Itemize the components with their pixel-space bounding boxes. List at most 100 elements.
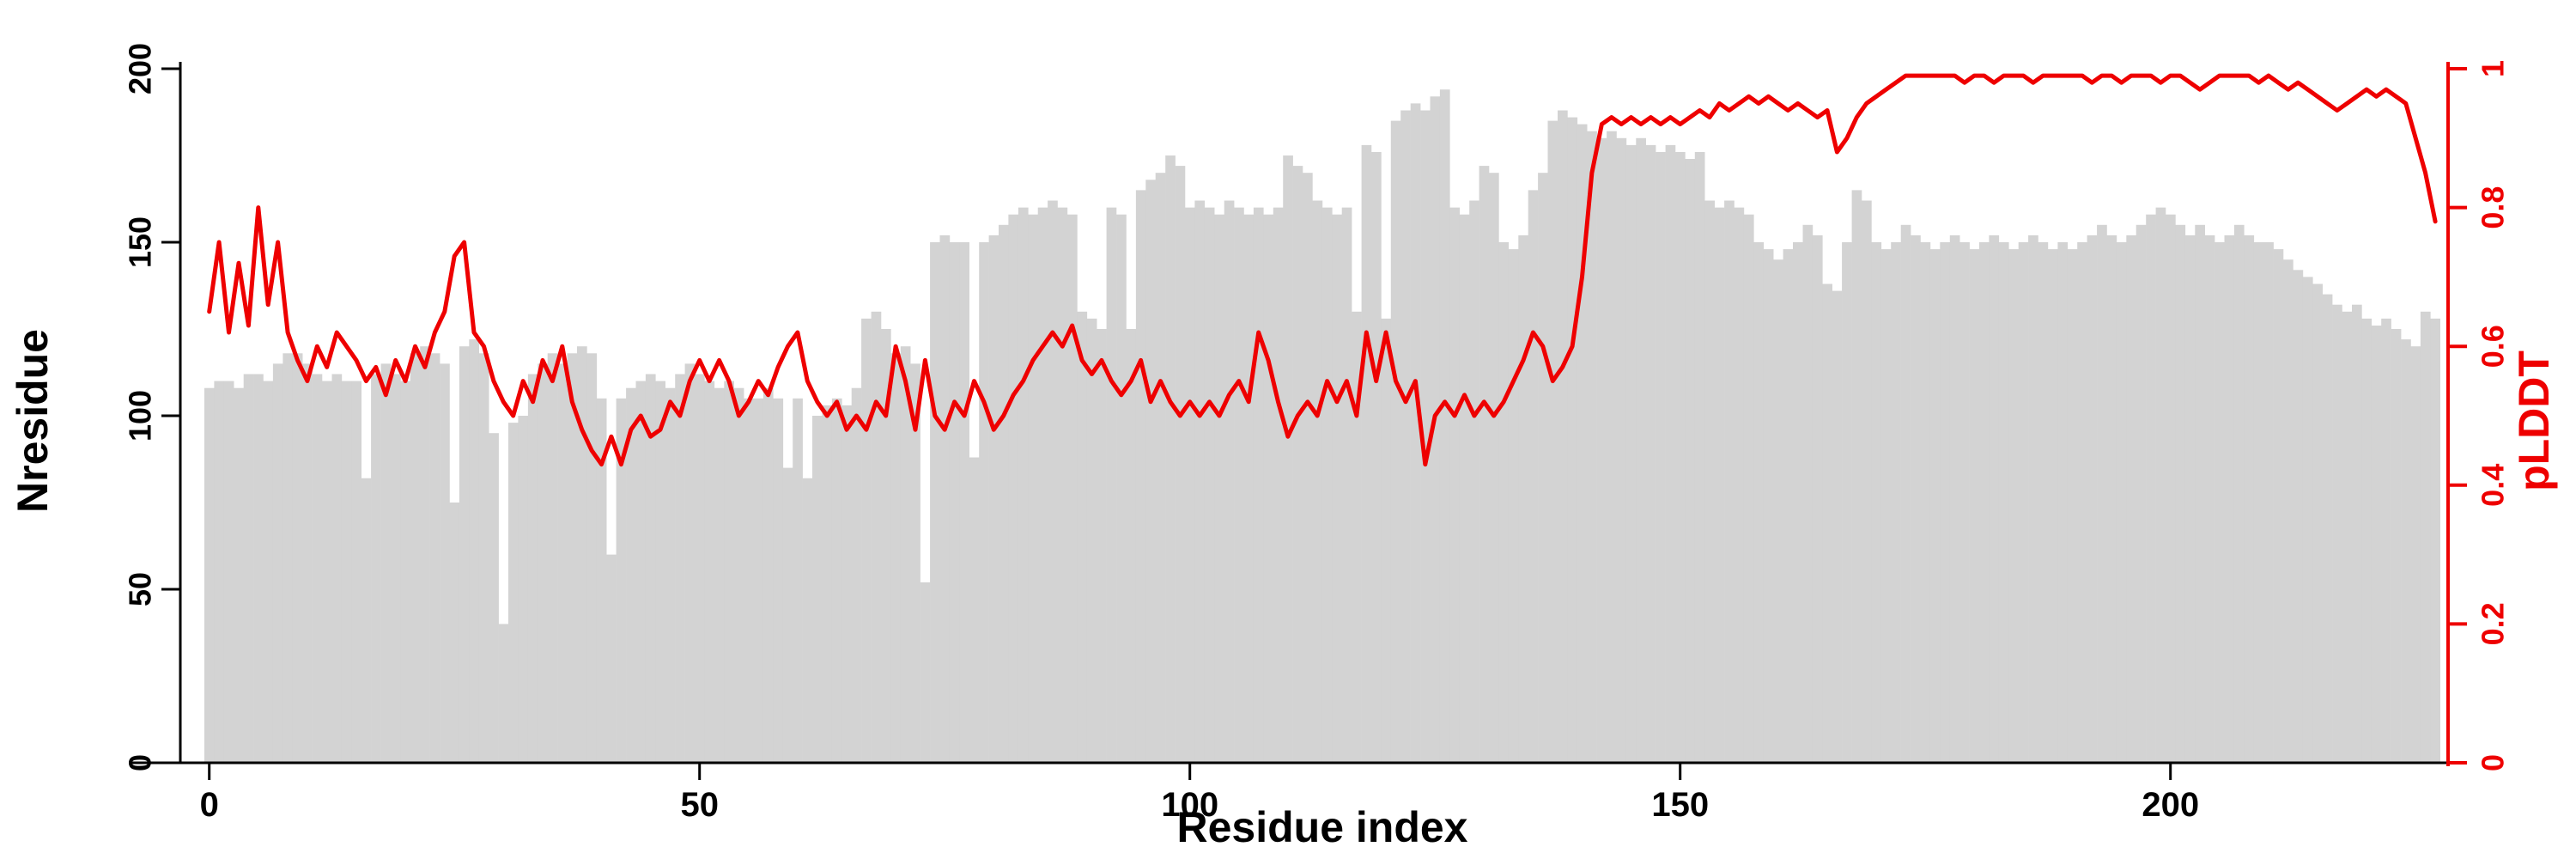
- bar: [410, 353, 421, 763]
- bar: [861, 318, 872, 763]
- bar: [1645, 144, 1656, 763]
- bar: [420, 346, 430, 763]
- x-axis-title: Residue index: [1177, 803, 1468, 851]
- bar: [684, 363, 696, 763]
- bar: [1596, 137, 1607, 764]
- bar: [626, 387, 636, 763]
- bar: [1577, 124, 1588, 764]
- bar: [1057, 207, 1068, 764]
- bar: [1185, 207, 1195, 764]
- bar: [851, 387, 862, 763]
- bar: [1116, 214, 1127, 763]
- bar: [999, 224, 1009, 763]
- bar: [1361, 144, 1372, 763]
- y-axis-right: 0 0.2 0.4 0.6 0.8 1: [2446, 60, 2511, 771]
- bar: [1753, 242, 1765, 763]
- bar: [527, 374, 538, 763]
- bar: [1292, 166, 1303, 764]
- bar: [204, 387, 215, 763]
- bar: [2136, 224, 2147, 763]
- bar: [1743, 214, 1754, 763]
- bar: [1165, 155, 1176, 763]
- bar: [1900, 224, 1911, 763]
- bar: [2273, 249, 2284, 764]
- y-right-tick-label: 0: [2476, 754, 2511, 771]
- bar: [1390, 120, 1401, 764]
- bar: [1724, 200, 1735, 763]
- x-tick-label: 50: [680, 786, 719, 824]
- bar: [822, 405, 833, 763]
- bar: [1891, 242, 1901, 763]
- bar: [2430, 318, 2440, 763]
- bar: [1998, 242, 2009, 763]
- bar: [665, 387, 676, 763]
- plddt-line: [207, 73, 2438, 467]
- x-tick-label: 150: [1651, 786, 1709, 824]
- bar: [910, 363, 920, 763]
- bar: [2361, 318, 2372, 763]
- bar: [2352, 304, 2362, 763]
- bar: [1567, 117, 1578, 764]
- bar: [223, 381, 234, 763]
- bar: [489, 433, 499, 763]
- bar: [2008, 249, 2019, 764]
- bar: [930, 242, 940, 763]
- bar: [1253, 207, 1264, 764]
- bar: [762, 387, 774, 763]
- bar: [2420, 311, 2431, 763]
- bar: [979, 242, 989, 763]
- bar: [890, 353, 902, 763]
- bar: [959, 242, 969, 763]
- bar: [1636, 137, 1646, 764]
- bar: [1381, 318, 1392, 763]
- bar: [557, 363, 568, 763]
- bar: [586, 353, 598, 763]
- bar: [920, 582, 931, 763]
- bar: [1106, 207, 1117, 764]
- y-right-tick-label: 0.8: [2476, 186, 2511, 229]
- bar: [1498, 242, 1510, 763]
- bar: [1263, 214, 1274, 763]
- bar: [1508, 249, 1519, 764]
- bar: [1880, 249, 1892, 764]
- bar: [1920, 242, 1931, 763]
- bar: [1204, 207, 1215, 764]
- bar: [508, 423, 519, 763]
- bar: [547, 353, 558, 763]
- bar: [1694, 152, 1705, 763]
- bar: [744, 398, 754, 763]
- bar: [2342, 311, 2353, 763]
- bar: [391, 374, 401, 763]
- bar: [1656, 152, 1666, 763]
- bar: [2146, 214, 2156, 763]
- bar: [2215, 242, 2225, 763]
- bar: [1763, 249, 1774, 764]
- bar: [2116, 242, 2127, 763]
- bar: [341, 381, 352, 763]
- bar: [1802, 224, 1814, 763]
- bar: [440, 363, 450, 763]
- bar: [1675, 152, 1686, 763]
- y-left-tick-label: 100: [123, 390, 158, 442]
- x-tick-label: 0: [200, 786, 219, 824]
- bar: [1449, 207, 1460, 764]
- bar: [900, 346, 911, 763]
- bar: [793, 398, 803, 763]
- bar: [1479, 166, 1490, 764]
- bar: [312, 374, 323, 763]
- bar: [351, 381, 361, 763]
- bar: [1283, 155, 1293, 763]
- bar: [2391, 329, 2402, 763]
- bar: [2332, 304, 2342, 763]
- bar: [361, 478, 372, 763]
- bar: [1812, 235, 1823, 763]
- bar: [1959, 242, 1970, 763]
- bar: [1303, 173, 1313, 763]
- bar: [606, 554, 617, 763]
- bar: [2097, 224, 2107, 763]
- bar: [2263, 242, 2274, 763]
- bar: [1410, 103, 1421, 763]
- bar: [2371, 326, 2382, 763]
- bar: [1155, 173, 1166, 763]
